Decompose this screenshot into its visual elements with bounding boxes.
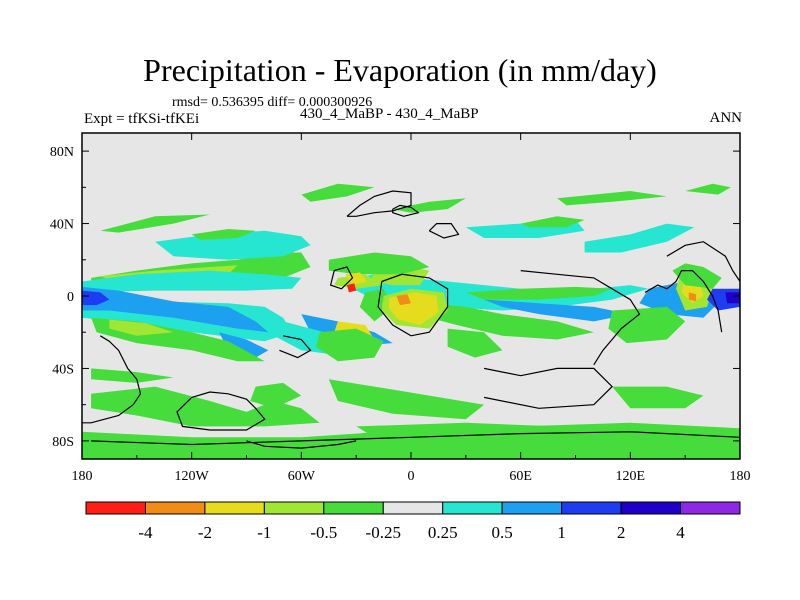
colorbar-label: 0.25 (428, 523, 458, 542)
contour-region-7 (82, 286, 269, 333)
colorbar-swatch-9 (620, 501, 682, 515)
contour-region-45 (584, 223, 695, 253)
experiment-label: Expt = tfKSi-tfKEi (84, 111, 200, 127)
colorbar-label: -0.5 (310, 523, 337, 542)
coastline-layer (82, 190, 740, 449)
x-tick-label: 60W (288, 469, 316, 484)
rmsd-diff-stats: rmsd= 0.536395 diff= 0.000300926 (172, 95, 373, 110)
colorbar-label: -0.25 (366, 523, 401, 542)
coastline-12 (392, 204, 420, 217)
x-tick-label: 0 (408, 469, 415, 484)
contour-region-44 (725, 292, 740, 304)
contour-region-16 (328, 379, 485, 420)
contour-region-34 (396, 294, 411, 306)
contour-region-14 (82, 422, 740, 459)
colorbar-swatch-1 (144, 501, 206, 515)
contour-region-48 (301, 183, 375, 202)
y-tick-label: 80N (50, 145, 74, 160)
coastline-8 (520, 270, 641, 366)
contour-region-2 (155, 230, 311, 260)
y-tick-label: 40S (52, 362, 74, 377)
colorbar-swatch-8 (561, 501, 622, 515)
contour-region-49 (557, 191, 667, 206)
coastline-3 (329, 266, 354, 290)
contour-region-36 (316, 328, 384, 362)
colorbar-swatch-10 (680, 501, 741, 515)
season-label: ANN (709, 110, 743, 126)
coastline-9 (483, 367, 613, 409)
contour-region-3 (191, 229, 256, 240)
contour-region-9 (82, 290, 110, 306)
colorbar-swatch-7 (501, 501, 563, 515)
axes-layer: 180 120W 60W 0 60E 120E 180 80N 40N 0 40S 80S (50, 133, 751, 484)
coastline-4 (377, 273, 449, 337)
x-tick-label: 180 (72, 469, 93, 484)
contour-region-17 (612, 386, 704, 409)
contour-region-4 (100, 214, 210, 233)
coastline-10 (644, 270, 723, 333)
x-tick-label: 180 (730, 469, 751, 484)
contour-region-37 (447, 328, 503, 358)
contour-region-23 (465, 286, 613, 300)
contour-region-42 (672, 263, 722, 289)
chart-title: Precipitation - Evaporation (in mm/day) (143, 52, 657, 88)
colorbar-label: -4 (138, 523, 153, 542)
contour-region-12 (91, 368, 174, 383)
y-tick-label: 40N (50, 218, 74, 233)
colorbar-label: 1 (557, 523, 566, 542)
contour-region-5 (82, 270, 302, 293)
coastline-11 (666, 241, 740, 282)
colorbar-label: -1 (257, 523, 271, 542)
contour-region-11 (109, 319, 174, 336)
contour-region-30 (347, 283, 357, 293)
colorbar-swatch-3 (263, 501, 325, 515)
contour-region-41 (688, 292, 697, 302)
coastline-7 (246, 440, 357, 449)
center-label: 430_4_MaBP - 430_4_MaBP (300, 106, 479, 122)
y-tick-label: 0 (67, 290, 74, 305)
x-tick-label: 120W (175, 469, 210, 484)
colorbar-swatch-0 (85, 501, 146, 515)
coastline-1 (176, 391, 266, 431)
contour-region-50 (392, 198, 466, 213)
colorbar-swatch-4 (323, 501, 384, 515)
x-tick-label: 60E (509, 469, 532, 484)
contour-region-47 (520, 216, 585, 228)
y-tick-label: 80S (52, 435, 74, 450)
contour-region-15 (250, 382, 302, 409)
coastline-0 (82, 335, 142, 424)
contour-region-27 (328, 252, 430, 275)
contour-region-8 (219, 332, 269, 358)
contour-region-25 (429, 303, 594, 340)
colorbar: -4 -2 -1 -0.5 -0.25 0.25 0.5 1 2 4 (85, 501, 741, 542)
coastline-13 (428, 223, 460, 239)
colorbar-label: -2 (198, 523, 212, 542)
colorbar-swatch-2 (204, 501, 265, 515)
colorbar-label: 4 (676, 523, 685, 542)
coastline-6 (91, 431, 740, 446)
coastline-2 (346, 190, 412, 217)
x-tick-label: 120E (616, 469, 646, 484)
contour-region-20 (484, 299, 631, 322)
coastline-5 (279, 335, 312, 359)
contour-region-51 (685, 183, 731, 195)
contour-region-53 (608, 306, 686, 344)
colorbar-label: 0.5 (492, 523, 513, 542)
colorbar-swatch-6 (442, 501, 503, 515)
colorbar-label: 2 (617, 523, 626, 542)
contour-region-29 (345, 272, 368, 286)
colorbar-swatch-5 (382, 501, 444, 515)
